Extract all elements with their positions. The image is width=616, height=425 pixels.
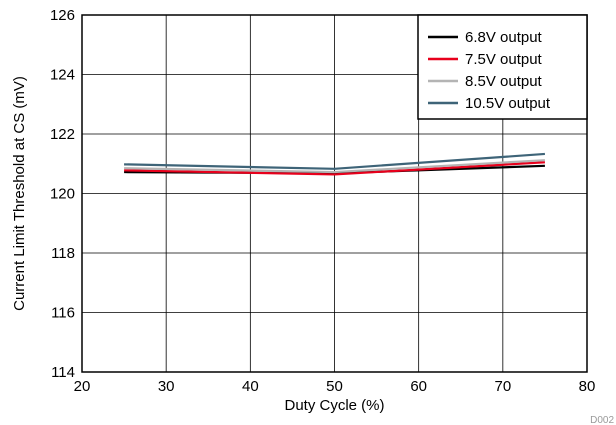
x-tick-label: 70 (494, 378, 511, 395)
x-tick-label: 30 (158, 378, 175, 395)
figure-id-label: D002 (590, 415, 614, 425)
x-tick-label: 60 (410, 378, 427, 395)
series-line (124, 159, 545, 174)
x-tick-label: 40 (242, 378, 259, 395)
x-tick-labels: 20 30 40 50 60 70 80 (74, 378, 596, 395)
legend-label: 8.5V output (465, 73, 543, 90)
x-tick-label: 20 (74, 378, 91, 395)
y-tick-label: 114 (51, 364, 75, 381)
y-tick-label: 124 (50, 67, 75, 84)
y-tick-label: 122 (50, 126, 75, 143)
legend-label: 6.8V output (465, 29, 543, 46)
legend-label: 10.5V output (465, 95, 551, 112)
x-axis-title: Duty Cycle (%) (284, 397, 384, 414)
x-tick-label: 80 (579, 378, 596, 395)
y-tick-label: 116 (51, 305, 75, 322)
x-tick-label: 50 (326, 378, 343, 395)
series-line (124, 161, 545, 176)
series-line (124, 152, 545, 170)
series-lines (124, 152, 545, 176)
y-axis-title: Current Limit Threshold at CS (mV) (11, 76, 28, 311)
legend: 6.8V output 7.5V output 8.5V output 10.5V o… (417, 14, 588, 120)
legend-label: 7.5V output (465, 51, 543, 68)
y-tick-label: 118 (51, 245, 75, 262)
y-tick-label: 120 (50, 186, 75, 203)
plot-frame (81, 14, 588, 373)
y-tick-label: 126 (50, 7, 75, 24)
legend-box (417, 14, 588, 120)
y-tick-labels: 114 116 118 120 122 124 126 (50, 7, 75, 381)
